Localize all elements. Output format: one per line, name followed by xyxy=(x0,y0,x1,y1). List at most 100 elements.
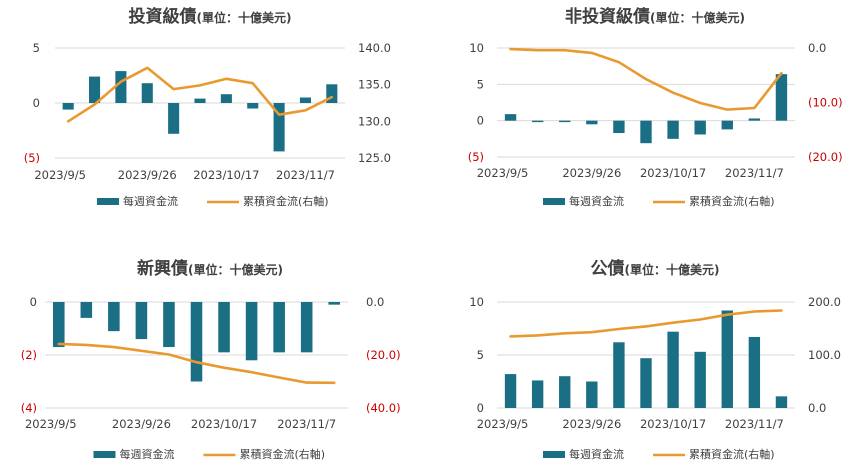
bar-weekly-flow xyxy=(168,103,180,134)
x-tick-label: 2023/9/5 xyxy=(25,417,77,431)
left-tick-label: 0 xyxy=(477,401,484,415)
x-tick-label: 2023/11/7 xyxy=(725,166,784,180)
bar-weekly-flow xyxy=(667,120,679,139)
x-tick-label: 2023/11/7 xyxy=(276,168,335,182)
bar-weekly-flow xyxy=(640,358,652,408)
legend: 每週資金流 累積資金流(右軸) xyxy=(97,194,329,208)
x-tick-label: 2023/10/17 xyxy=(191,417,257,431)
line-cumulative-flow xyxy=(66,66,334,123)
bar-weekly-flow xyxy=(667,331,679,408)
bar-weekly-flow xyxy=(220,94,232,103)
left-tick-label: 0 xyxy=(30,295,37,309)
x-tick-label: 2023/10/17 xyxy=(640,417,706,431)
bar-weekly-flow xyxy=(504,114,517,121)
left-tick-label: 5 xyxy=(477,348,484,362)
legend: 每週資金流 累積資金流(右軸) xyxy=(93,447,326,461)
legend-swatch-bar xyxy=(97,198,119,205)
bar-weekly-flow xyxy=(694,351,706,408)
bar-weekly-flow xyxy=(504,374,517,408)
x-tick-label: 2023/9/26 xyxy=(562,417,621,431)
chart-title-main: 投資級債 xyxy=(129,6,197,27)
right-tick-label: (20.0) xyxy=(808,150,843,164)
line-cumulative-flow xyxy=(57,342,336,385)
line-cumulative-flow xyxy=(509,47,783,111)
bar-weekly-flow xyxy=(586,120,598,125)
left-tick-label: (5) xyxy=(24,151,40,165)
bar-weekly-flow xyxy=(273,302,285,353)
chart-title-main: 公債 xyxy=(591,258,625,279)
bar-weekly-flow xyxy=(586,381,598,408)
x-tick-label: 2023/9/26 xyxy=(112,417,171,431)
bar-weekly-flow xyxy=(52,302,65,348)
left-tick-label: 10 xyxy=(469,295,484,309)
x-tick-label: 2023/10/17 xyxy=(640,166,706,180)
chart-title: 新興債(單位：十億美元) xyxy=(137,258,283,279)
bar-weekly-flow xyxy=(531,380,544,408)
bar-weekly-flow xyxy=(613,120,625,134)
bar-weekly-flow xyxy=(694,120,706,135)
right-tick-label: 135.0 xyxy=(358,78,391,92)
right-tick-label: (10.0) xyxy=(808,96,843,110)
left-tick-label: (5) xyxy=(468,150,484,164)
bar-weekly-flow xyxy=(108,302,120,332)
right-tick-label: 100.0 xyxy=(808,348,841,362)
chart-title-unit: (單位：十億美元) xyxy=(650,10,745,25)
bar-weekly-flow xyxy=(721,120,733,130)
legend-label-bar: 每週資金流 xyxy=(120,447,175,461)
line-cumulative-flow xyxy=(509,309,783,338)
legend-label-line: 累積資金流(右軸) xyxy=(243,194,329,208)
x-tick-label: 2023/9/26 xyxy=(562,166,621,180)
chart-title-unit: (單位：十億美元) xyxy=(188,262,283,277)
bar-weekly-flow xyxy=(613,342,625,408)
legend-swatch-bar xyxy=(543,198,565,205)
legend-label-line: 累積資金流(右軸) xyxy=(689,194,775,208)
left-tick-label: 10 xyxy=(469,41,484,55)
right-tick-label: 125.0 xyxy=(358,151,391,165)
bar-weekly-flow xyxy=(218,302,230,353)
bar-weekly-flow xyxy=(273,103,285,152)
bar-weekly-flow xyxy=(247,103,259,109)
bar-weekly-flow xyxy=(326,84,338,103)
legend-label-line: 累積資金流(右軸) xyxy=(689,447,775,461)
x-tick-label: 2023/9/5 xyxy=(477,417,529,431)
bar-weekly-flow xyxy=(245,302,258,361)
bar-weekly-flow xyxy=(640,120,652,144)
chart-title-unit: (單位：十億美元) xyxy=(197,10,292,25)
bar-weekly-flow xyxy=(531,120,544,123)
right-tick-label: 130.0 xyxy=(358,114,391,128)
x-tick-label: 2023/11/7 xyxy=(725,417,784,431)
right-tick-label: 0.0 xyxy=(366,295,384,309)
chart-panel-4: 公債(單位：十億美元) 10 5 0 200.0 100.0 0.0 2023/9/5 2023… xyxy=(469,258,841,461)
left-tick-label: 5 xyxy=(477,77,484,91)
bar-weekly-flow xyxy=(721,310,733,408)
bar-weekly-flow xyxy=(194,98,206,103)
bar-weekly-flow xyxy=(328,302,341,305)
legend-label-line: 累積資金流(右軸) xyxy=(240,447,326,461)
chart-title: 投資級債(單位：十億美元) xyxy=(129,6,292,27)
x-tick-label: 2023/11/7 xyxy=(277,417,336,431)
right-tick-label: (20.0) xyxy=(366,348,401,362)
bar-weekly-flow xyxy=(89,76,101,103)
bar-weekly-flow xyxy=(775,74,788,121)
legend-swatch-bar xyxy=(93,451,116,458)
x-tick-label: 2023/9/5 xyxy=(34,168,86,182)
x-tick-label: 2023/10/17 xyxy=(193,168,259,182)
chart-panel-2: 非投資級債(單位：十億美元) 10 5 0 (5) 0.0 (10.0) (20.0) 2023… xyxy=(468,6,843,208)
bar-weekly-flow xyxy=(300,302,313,353)
chart-title: 非投資級債(單位：十億美元) xyxy=(565,6,745,27)
right-tick-label: (40.0) xyxy=(366,401,401,415)
bar-weekly-flow xyxy=(299,97,311,103)
bar-weekly-flow xyxy=(115,71,127,103)
legend: 每週資金流 累積資金流(右軸) xyxy=(543,447,775,461)
left-tick-label: (4) xyxy=(21,401,37,415)
bar-weekly-flow xyxy=(190,302,203,382)
right-tick-label: 140.0 xyxy=(358,41,391,55)
x-tick-label: 2023/9/26 xyxy=(118,168,177,182)
chart-panel-1: 投資級債(單位：十億美元) 5 0 (5) 140.0 135.0 130.0 125.0 20… xyxy=(24,6,391,208)
bar-weekly-flow xyxy=(775,396,788,408)
left-tick-label: (2) xyxy=(21,348,37,362)
left-tick-label: 5 xyxy=(33,41,40,55)
bar-weekly-flow xyxy=(559,120,571,123)
bar-weekly-flow xyxy=(80,302,93,318)
